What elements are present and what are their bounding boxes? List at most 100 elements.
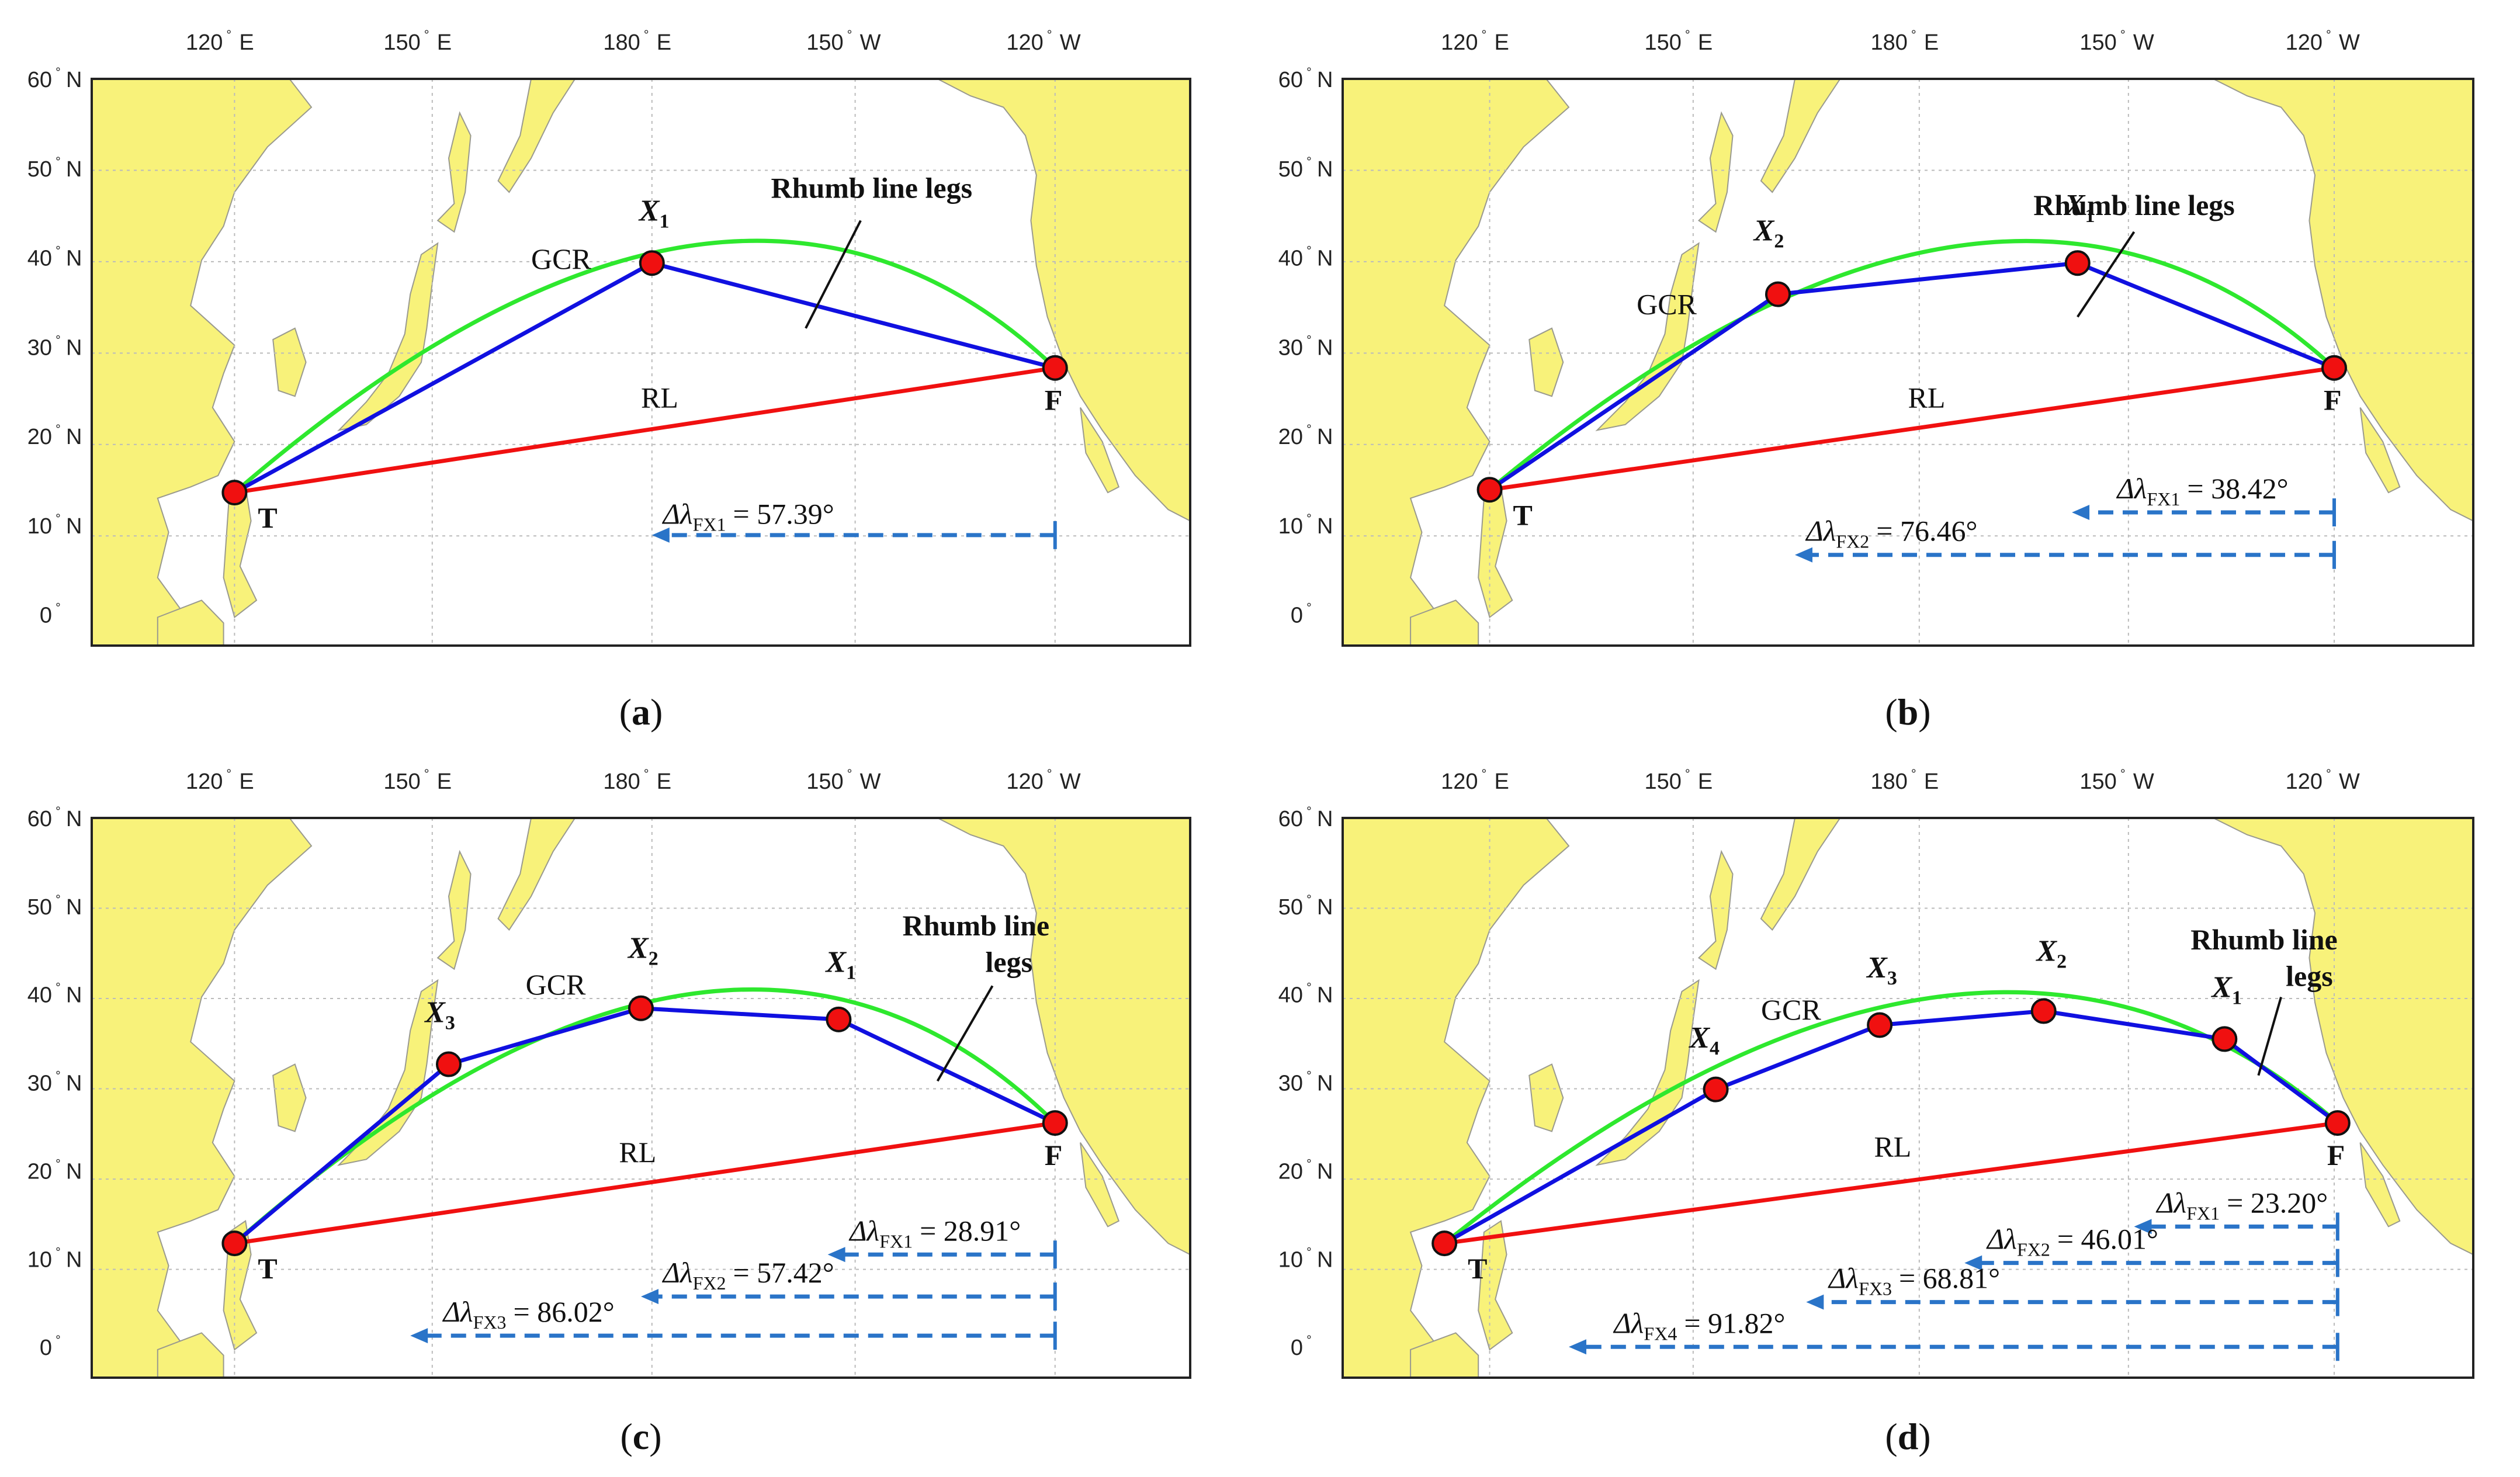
degree-mark: ° xyxy=(56,601,61,615)
waypoint-marker xyxy=(1703,1076,1729,1102)
delta-value: = 23.20° xyxy=(2227,1186,2328,1219)
graticule xyxy=(92,818,1190,1378)
lon-hemisphere-label: W xyxy=(2133,30,2154,55)
lat-tick-label: 40 xyxy=(27,983,52,1008)
landmass-group xyxy=(91,78,1191,646)
caption-paren-open: ( xyxy=(620,1416,632,1457)
lon-tick-label: 150 xyxy=(1644,30,1681,55)
degree-mark: ° xyxy=(1482,767,1487,781)
lon-hemisphere-label: W xyxy=(860,769,881,794)
waypoint-label: X3 xyxy=(424,996,455,1034)
lat-hemisphere-label: N xyxy=(1317,895,1333,920)
end-point-marker xyxy=(1042,355,1068,381)
lat-tick-label: 30 xyxy=(1278,1072,1303,1096)
delta-lon-arrowhead xyxy=(827,1247,845,1263)
lon-hemisphere-label: E xyxy=(657,769,671,794)
delta-lon-label: ΔλFX1 = 57.39° xyxy=(662,497,834,535)
waypoint-index: 3 xyxy=(445,1013,455,1034)
delta-symbol: Δλ xyxy=(662,1256,693,1289)
lon-tick-label: 120 xyxy=(2286,769,2323,794)
landmass xyxy=(1342,78,1570,646)
degree-mark: ° xyxy=(56,892,61,907)
degree-mark: ° xyxy=(1306,980,1312,995)
waypoint-index: 1 xyxy=(2085,205,2095,227)
lat-hemisphere-label: N xyxy=(1317,157,1333,182)
landmass xyxy=(1760,78,1842,193)
landmass xyxy=(937,817,1191,1256)
waypoint-name: X xyxy=(824,945,847,979)
caption-letter: c xyxy=(633,1416,649,1457)
landmass xyxy=(337,979,439,1166)
waypoint-label: X1 xyxy=(2064,189,2095,227)
great-circle-route xyxy=(1488,239,2336,491)
lon-tick-label: 180 xyxy=(1870,769,1907,794)
waypoint-label: X4 xyxy=(1688,1021,1720,1059)
end-point-marker xyxy=(2321,355,2347,381)
caption-paren-close: ) xyxy=(650,691,663,733)
degree-mark: ° xyxy=(1047,767,1052,781)
start-point-label: T xyxy=(1468,1252,1487,1285)
delta-value: = 46.01° xyxy=(2057,1223,2158,1256)
start-point-label: T xyxy=(1513,498,1533,531)
delta-value: = 76.46° xyxy=(1876,515,1977,547)
delta-symbol: Δλ xyxy=(1828,1262,1859,1295)
delta-symbol: Δλ xyxy=(2116,472,2147,505)
lat-tick-label: 50 xyxy=(1278,157,1303,182)
delta-lon-arrowhead xyxy=(641,1289,658,1305)
delta-subscript: FX2 xyxy=(1836,531,1869,552)
delta-value: = 68.81° xyxy=(1899,1262,2000,1295)
lon-hemisphere-label: W xyxy=(2339,30,2360,55)
lat-hemisphere-label: N xyxy=(1317,247,1333,271)
rhumb-legs-label: Rhumb line legs xyxy=(771,172,973,204)
degree-mark: ° xyxy=(56,65,61,79)
lon-tick-label: 120 xyxy=(186,769,223,794)
delta-subscript: FX2 xyxy=(693,1273,726,1294)
waypoint-marker xyxy=(2030,998,2057,1024)
start-point-marker xyxy=(1476,477,1503,503)
lon-hemisphere-label: W xyxy=(1060,769,1081,794)
lat-hemisphere-label: N xyxy=(66,895,82,920)
map-frame xyxy=(91,78,1191,647)
lat-tick-label: 20 xyxy=(1278,425,1303,449)
waypoint-index: 1 xyxy=(2232,987,2242,1009)
lat-hemisphere-label: N xyxy=(1317,514,1333,539)
lon-hemisphere-label: E xyxy=(1924,30,1939,55)
degree-mark: ° xyxy=(1306,1156,1312,1171)
delta-subscript: FX4 xyxy=(1644,1323,1677,1344)
lon-hemisphere-label: W xyxy=(2133,769,2154,794)
degree-mark: ° xyxy=(226,767,231,781)
delta-value: = 38.42° xyxy=(2187,472,2288,505)
delta-symbol: Δλ xyxy=(442,1295,473,1328)
delta-symbol: Δλ xyxy=(1805,515,1836,547)
lat-hemisphere-label: N xyxy=(66,983,82,1008)
landmass xyxy=(436,111,472,233)
lon-hemisphere-label: W xyxy=(1060,30,1081,55)
waypoint-label: X1 xyxy=(2210,971,2242,1009)
degree-mark: ° xyxy=(56,154,61,169)
degree-mark: ° xyxy=(56,422,61,436)
map-frame xyxy=(1342,78,2474,647)
rl-label: RL xyxy=(1908,382,1946,414)
lat-tick-label: 0 xyxy=(40,1336,52,1360)
landmass xyxy=(1478,1220,1513,1351)
waypoint-marker xyxy=(826,1006,852,1032)
degree-mark: ° xyxy=(1306,1333,1312,1347)
delta-value: = 57.42° xyxy=(733,1256,834,1289)
waypoint-label: X2 xyxy=(627,932,658,970)
rhumb-legs-label: legs xyxy=(2286,959,2333,992)
lat-tick-label: 40 xyxy=(1278,983,1303,1008)
delta-value: = 57.39° xyxy=(733,497,834,530)
landmass xyxy=(436,850,472,970)
delta-symbol: Δλ xyxy=(1986,1223,2017,1256)
degree-mark: ° xyxy=(1911,767,1916,781)
lat-tick-label: 10 xyxy=(27,1247,52,1272)
waypoint-index: 4 xyxy=(1710,1038,1720,1059)
lat-tick-label: 50 xyxy=(27,895,52,920)
lon-tick-label: 150 xyxy=(1644,769,1681,794)
lon-tick-label: 120 xyxy=(2286,30,2323,55)
caption-paren-close: ) xyxy=(1918,1416,1930,1457)
degree-mark: ° xyxy=(1306,1244,1312,1259)
lat-hemisphere-label: N xyxy=(1317,1072,1333,1096)
degree-mark: ° xyxy=(644,27,649,42)
start-point-label: T xyxy=(258,501,277,534)
